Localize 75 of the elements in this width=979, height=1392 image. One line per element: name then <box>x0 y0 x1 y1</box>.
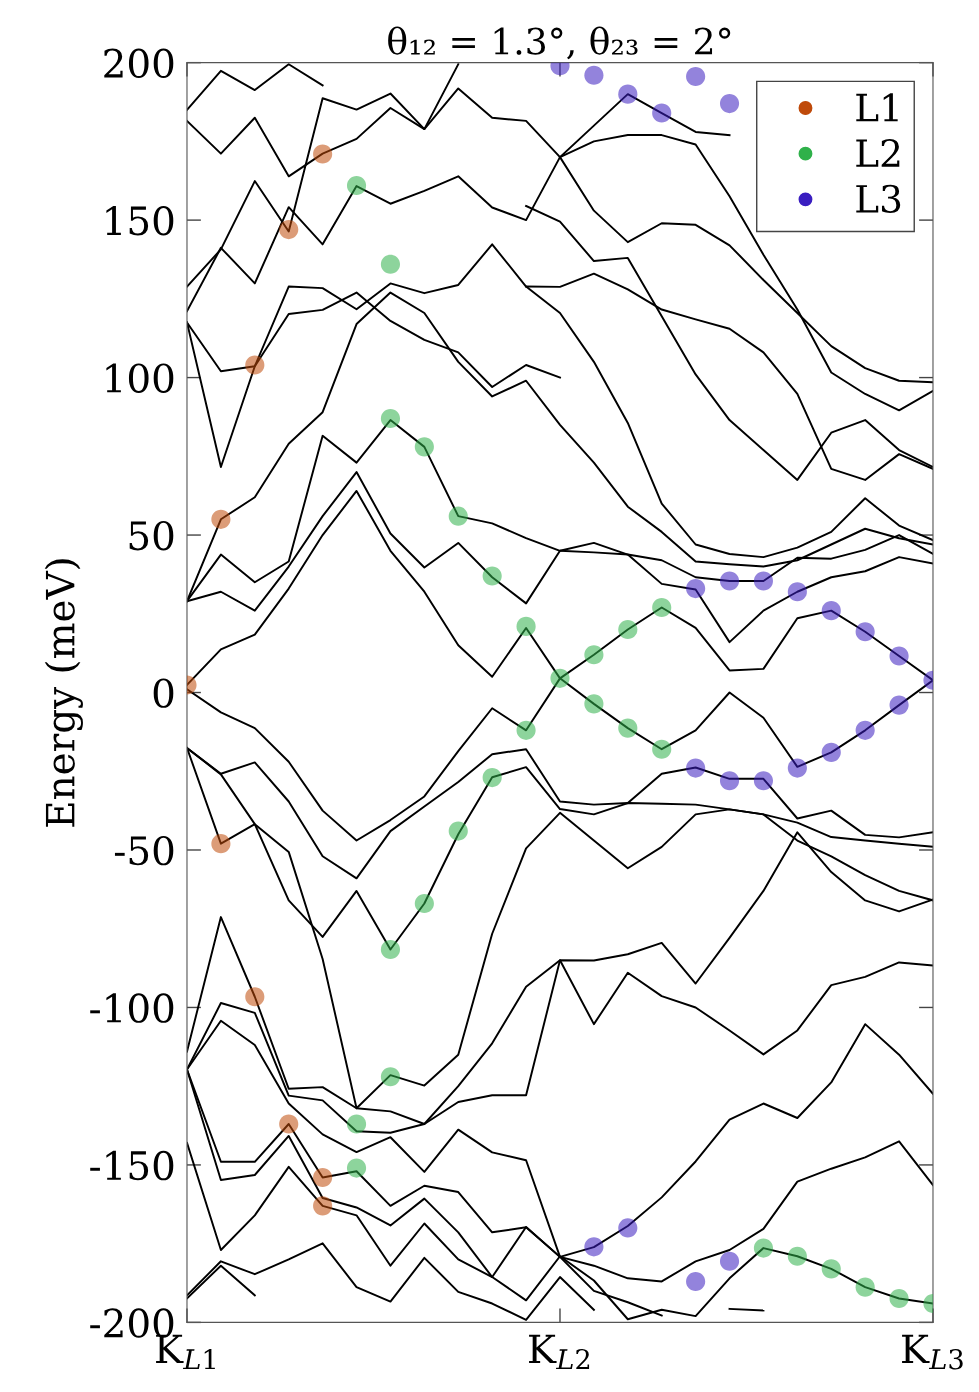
point <box>211 509 231 529</box>
point <box>652 597 672 618</box>
point <box>855 1277 875 1297</box>
point <box>313 1167 333 1188</box>
point <box>686 66 706 87</box>
point <box>584 645 604 665</box>
point <box>719 1251 740 1271</box>
point <box>584 65 604 85</box>
point <box>821 742 841 762</box>
x-tick-label: K$_{L2}$ <box>529 1334 590 1370</box>
point <box>516 616 536 636</box>
point <box>313 144 333 164</box>
point <box>787 1246 807 1266</box>
point <box>380 254 401 274</box>
point <box>889 646 909 666</box>
point <box>855 720 875 740</box>
point <box>821 1259 841 1279</box>
point <box>719 571 740 591</box>
y-tick-label: -100 <box>90 993 174 1023</box>
point <box>279 219 299 240</box>
point <box>448 506 468 526</box>
chart-title: θ₁₂ = 1.3°, θ₂₃ = 2° <box>388 26 731 60</box>
point <box>618 619 638 640</box>
point <box>550 668 570 688</box>
legend-label: L3 <box>856 184 901 213</box>
point <box>889 695 909 715</box>
point <box>686 758 706 778</box>
point <box>821 601 841 621</box>
point <box>346 1158 367 1178</box>
point <box>482 767 502 788</box>
x-tick-label: K$_{L3}$ <box>902 1334 963 1370</box>
y-tick-label: 0 <box>153 678 174 708</box>
point <box>686 1271 706 1292</box>
point <box>346 1114 367 1134</box>
legend-label: L2 <box>856 138 900 167</box>
y-tick-label: 100 <box>106 363 174 393</box>
y-tick-label: 200 <box>104 48 174 78</box>
point <box>211 834 231 854</box>
point <box>787 758 807 778</box>
point <box>414 893 434 914</box>
point <box>889 1288 909 1309</box>
point <box>753 571 774 591</box>
point <box>584 1237 604 1257</box>
point <box>652 739 672 759</box>
point <box>414 437 434 457</box>
point <box>346 175 367 196</box>
y-tick-label: 150 <box>106 206 174 236</box>
point <box>380 939 401 960</box>
legend-label: L1 <box>856 93 898 122</box>
point <box>652 103 672 123</box>
y-tick-label: -50 <box>114 835 174 866</box>
point <box>686 579 706 599</box>
point <box>245 355 265 375</box>
point <box>855 622 875 642</box>
point <box>516 720 536 740</box>
y-axis-title: Energy (meV) <box>44 559 83 827</box>
y-tick-label: 50 <box>129 520 174 551</box>
point <box>313 1196 333 1216</box>
point <box>380 1067 401 1087</box>
y-tick-label: -150 <box>90 1150 174 1181</box>
point <box>482 566 502 586</box>
point <box>618 1218 638 1238</box>
point <box>753 771 774 791</box>
point <box>448 821 468 841</box>
point <box>618 84 638 104</box>
point <box>753 1238 774 1258</box>
point <box>719 94 740 114</box>
point <box>618 718 638 738</box>
line-series <box>186 1242 595 1321</box>
point <box>279 1114 299 1134</box>
point <box>584 694 604 714</box>
point <box>245 987 265 1007</box>
point <box>380 408 401 429</box>
point <box>787 582 807 602</box>
point <box>719 771 740 791</box>
